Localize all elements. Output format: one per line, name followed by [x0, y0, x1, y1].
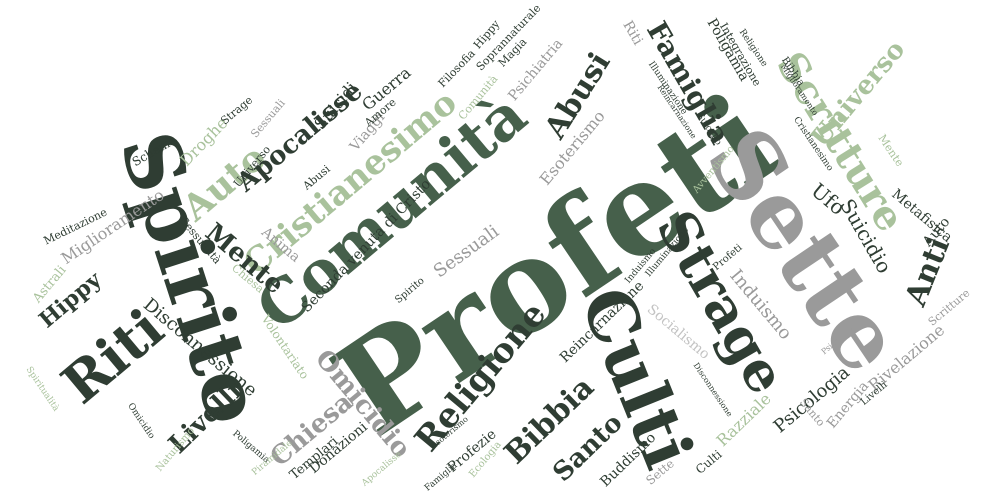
- word-filosofia: Filosofia: [435, 46, 478, 90]
- word-riti2: Riti: [618, 18, 646, 48]
- word-strage2: Strage: [217, 93, 255, 127]
- word-famiglia2: Famiglia: [422, 460, 460, 494]
- word-omicidio2: Omicidio: [124, 401, 156, 441]
- word-apocalisse2: Apocalisse: [360, 449, 404, 489]
